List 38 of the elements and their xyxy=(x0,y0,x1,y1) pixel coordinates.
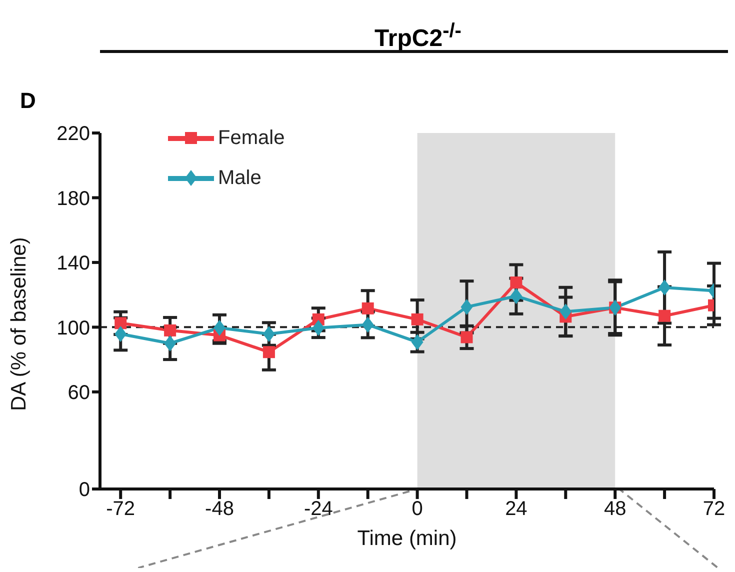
x-tick-label: 0 xyxy=(412,498,423,520)
y-tick-label: 0 xyxy=(78,479,90,502)
x-tick-label: -72 xyxy=(106,498,136,520)
point xyxy=(262,326,275,342)
point xyxy=(460,298,473,315)
point xyxy=(460,331,473,344)
point xyxy=(164,335,176,352)
point xyxy=(164,324,176,336)
y-tick-label: 140 xyxy=(56,252,90,275)
y-tick-label: 100 xyxy=(56,317,90,340)
x-tick-label: 24 xyxy=(505,498,528,520)
point xyxy=(114,326,127,342)
text: D xyxy=(20,88,36,114)
x-tick-label: -24 xyxy=(304,498,333,520)
x-tick-label: -48 xyxy=(205,498,234,520)
point xyxy=(114,317,127,330)
point xyxy=(658,280,671,296)
y-axis-title: DA (% of baseline) xyxy=(7,237,30,411)
y-tick-label: 220 xyxy=(56,123,90,146)
chart-title: TrpC2$^{-/-}$ xyxy=(374,20,462,53)
legend-label: Male xyxy=(218,166,262,190)
point xyxy=(262,346,275,358)
point xyxy=(411,313,424,326)
point xyxy=(510,288,522,304)
point xyxy=(411,334,424,350)
point xyxy=(362,302,374,314)
legend-label: Female xyxy=(218,126,285,150)
point xyxy=(510,276,522,289)
point xyxy=(658,310,671,322)
point xyxy=(312,320,324,336)
y-tick-label: 180 xyxy=(56,188,90,210)
point xyxy=(362,316,374,333)
x-tick-label: 48 xyxy=(604,498,626,520)
y-tick-label: 60 xyxy=(68,382,90,404)
point xyxy=(560,304,572,320)
x-axis-title: Time (min) xyxy=(357,527,457,550)
point xyxy=(214,320,226,336)
x-tick-label: 72 xyxy=(702,498,726,520)
